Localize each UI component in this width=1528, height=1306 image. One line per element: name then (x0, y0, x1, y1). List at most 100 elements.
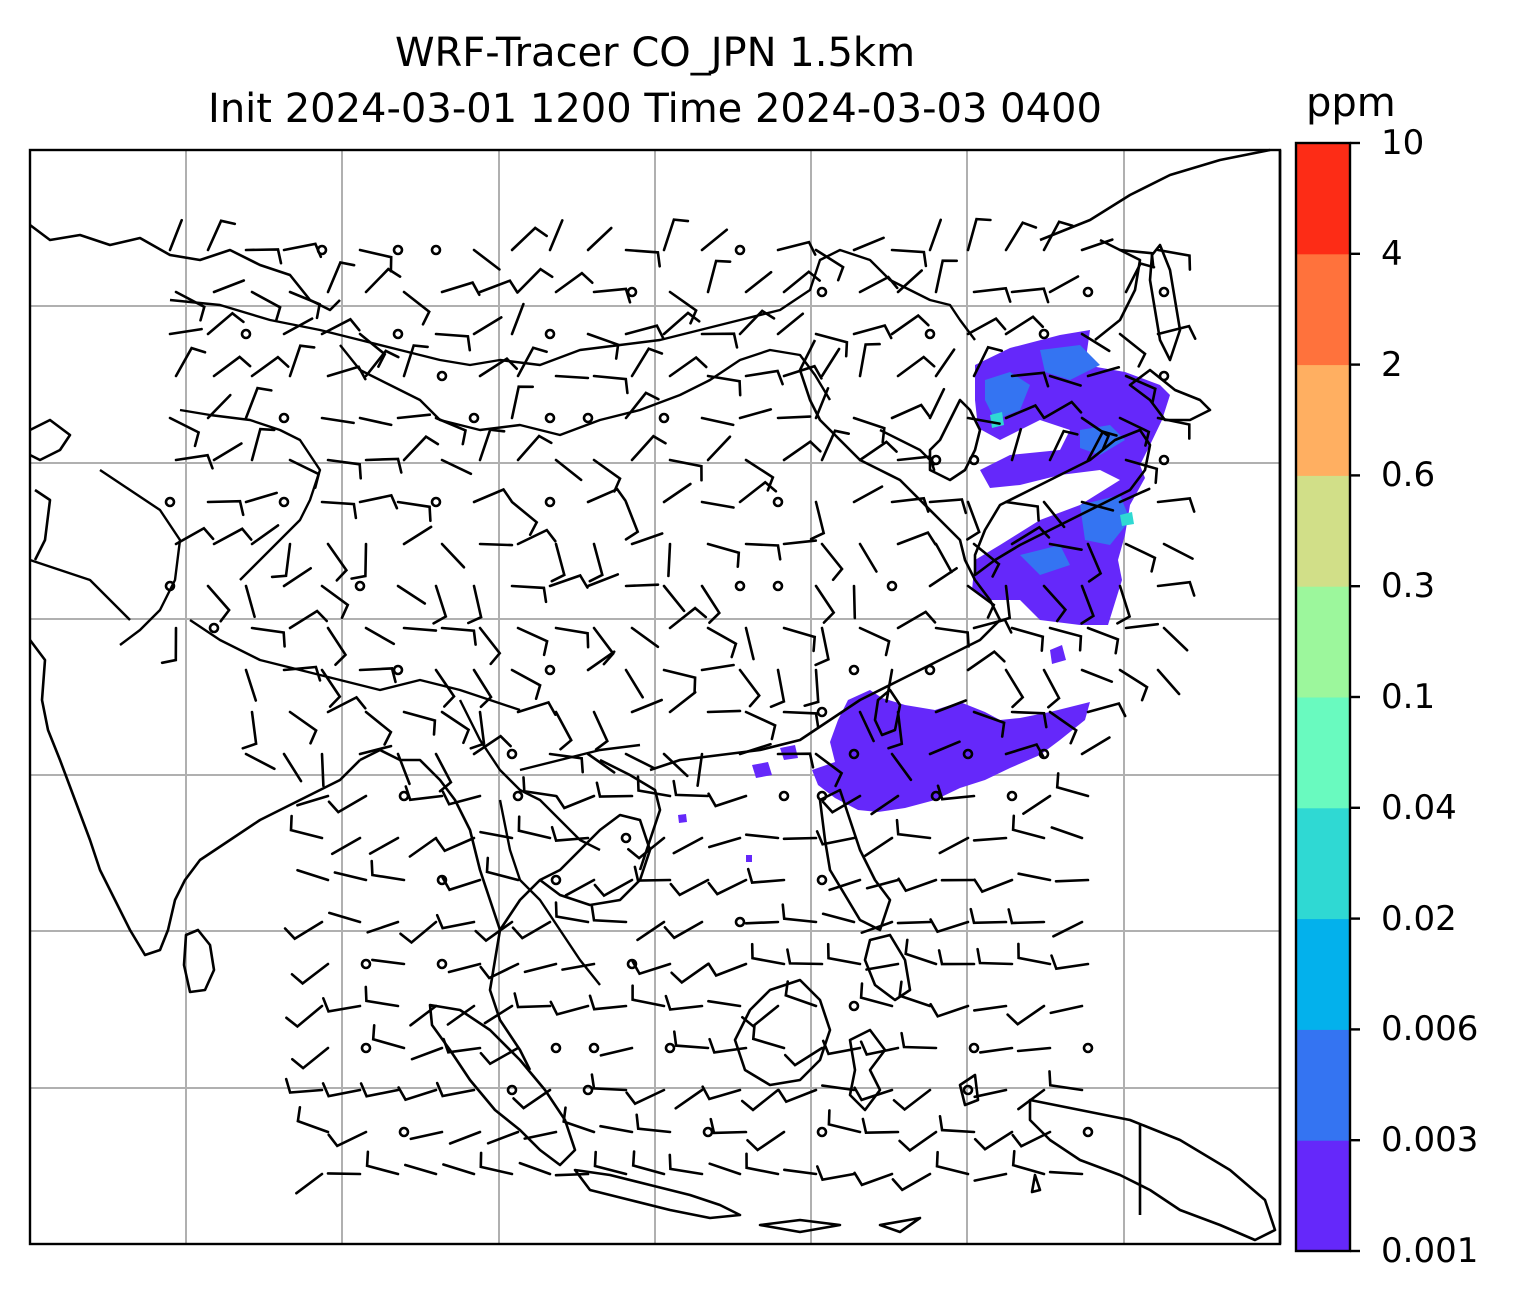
wind-barb (364, 710, 393, 746)
wind-barb (776, 240, 817, 256)
wind-barb (483, 1004, 514, 1025)
wind-barb (700, 228, 729, 252)
wind-barb (396, 752, 411, 786)
wind-barb (928, 498, 968, 515)
wind-barb (1010, 525, 1051, 546)
wind-barb (738, 408, 773, 420)
coastline-india-west (28, 639, 361, 957)
wind-barb (861, 1117, 900, 1135)
wind-barb (1118, 668, 1149, 702)
calm-wind-marker (1038, 328, 1050, 340)
wind-barb (1086, 701, 1127, 718)
wind-barb (669, 878, 710, 897)
wind-barb (700, 500, 735, 509)
wind-barb (890, 403, 931, 420)
calm-wind-marker (816, 874, 828, 886)
calm-wind-marker (360, 1042, 372, 1054)
calm-wind-marker (360, 958, 372, 970)
wind-barb (741, 1004, 780, 1028)
wind-barb (708, 1037, 748, 1054)
wind-barb (1010, 626, 1045, 652)
wind-barb (624, 752, 656, 770)
wind-barb (472, 487, 513, 504)
wind-barb (326, 365, 367, 381)
wind-barb (1116, 584, 1132, 625)
wind-barb (859, 1040, 900, 1056)
wind-barb (1080, 500, 1115, 512)
wind-barb (472, 734, 512, 756)
wind-barb (900, 1031, 938, 1050)
calm-wind-marker (278, 496, 290, 508)
border-mongolia-china (339, 344, 832, 437)
wind-barb (821, 1084, 856, 1092)
calm-wind-marker (772, 496, 784, 508)
wind-barb (744, 920, 780, 925)
wind-barb (973, 1172, 1008, 1182)
wind-barb (865, 962, 900, 971)
wind-barb (402, 626, 438, 632)
wind-barb (516, 528, 557, 546)
wind-barb (446, 1004, 476, 1026)
wind-barb (635, 1113, 672, 1134)
wind-barb (1080, 416, 1111, 451)
calm-wind-marker (544, 412, 556, 424)
wind-barb (282, 317, 314, 336)
wind-barb (858, 626, 891, 657)
wind-barb (934, 699, 968, 714)
wind-barb (174, 453, 214, 470)
wind-barb (784, 980, 818, 1008)
wind-barb (740, 1088, 780, 1112)
colorbar-tick-label: 0.003 (1381, 1120, 1479, 1161)
wind-barb (1052, 920, 1084, 938)
wind-barb (738, 309, 776, 336)
wind-barb (896, 269, 923, 294)
calm-wind-marker (924, 328, 936, 340)
wind-barb (288, 710, 318, 745)
calm-wind-marker (1158, 286, 1170, 298)
wind-barb (1050, 826, 1084, 840)
wind-barb (516, 267, 554, 294)
wind-barb (1017, 942, 1052, 966)
wind-barb (972, 710, 1006, 738)
wind-barb (674, 1088, 704, 1110)
coastline-vietnam (599, 758, 662, 871)
wind-barb (590, 905, 628, 924)
calm-wind-marker (734, 580, 746, 592)
wind-barb (814, 626, 830, 667)
wind-barb (1004, 315, 1045, 336)
wind-barb (510, 584, 548, 604)
wind-barb (706, 709, 742, 714)
wind-barb (282, 242, 323, 259)
wind-barb (1010, 287, 1050, 304)
wind-barb (928, 567, 958, 588)
wind-barb (782, 364, 823, 380)
wind-barb (1086, 430, 1118, 462)
wind-barb (1017, 1088, 1046, 1111)
wind-barb (782, 539, 818, 546)
wind-barb (549, 1000, 590, 1016)
wind-barb (296, 868, 330, 882)
wind-barb (972, 836, 1008, 842)
wind-barb (929, 1002, 970, 1018)
colorbar-tick-label: 0.001 (1381, 1231, 1479, 1271)
calm-wind-marker (1082, 1126, 1094, 1138)
wind-barb (510, 302, 525, 336)
colorbar-swatch (1296, 364, 1350, 476)
calm-wind-marker (436, 958, 448, 970)
wind-barb (478, 357, 518, 378)
wind-barb (1124, 374, 1157, 404)
border-russia-china-mongolia (169, 248, 976, 367)
wind-barb (478, 279, 519, 294)
wind-barb (630, 434, 667, 462)
wind-barb (402, 290, 431, 326)
wind-barb (442, 1163, 476, 1176)
colorbar-tick-label: 2 (1381, 344, 1403, 385)
wind-barb (625, 1088, 666, 1106)
wind-barb (744, 542, 782, 561)
coastline-south-china (649, 619, 1001, 772)
wind-barb (663, 920, 704, 940)
wind-barb (662, 668, 697, 693)
wind-barb (750, 942, 786, 966)
wind-barb (709, 1117, 748, 1135)
wind-barb (858, 542, 878, 573)
